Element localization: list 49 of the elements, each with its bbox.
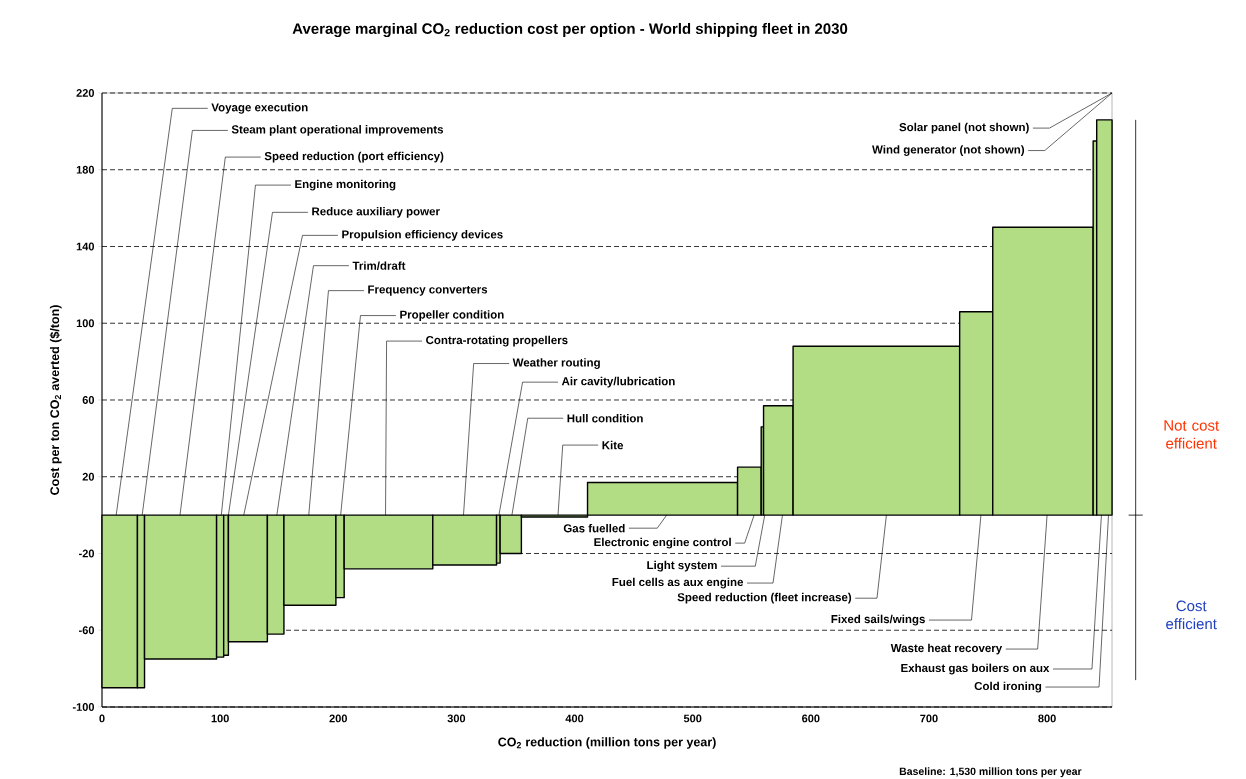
annotation: Reduce auxiliary power xyxy=(312,206,440,218)
x-tick-label: 0 xyxy=(99,714,105,723)
annotation: Engine monitoring xyxy=(295,179,396,191)
annotation: Voyage execution xyxy=(211,102,308,114)
y-tick-label: -60 xyxy=(79,626,95,635)
y-tick-label: 100 xyxy=(76,319,95,328)
annotation: Light system xyxy=(647,560,717,572)
annotation: Steam plant operational improvements xyxy=(231,125,444,136)
y-tick-label: 220 xyxy=(76,89,95,97)
annotation: Frequency converters xyxy=(368,285,488,296)
x-tick-label: 300 xyxy=(447,714,466,723)
annotation: Solar panel (not shown) xyxy=(899,122,1029,134)
y-tick-label: 140 xyxy=(76,242,95,251)
x-axis-title: CO$_{2}$ reduction (million tons per year) xyxy=(498,737,716,749)
annotation: Contra-rotating propellers xyxy=(426,335,568,347)
y-tick-label: 180 xyxy=(76,165,95,174)
annotation: Speed reduction (fleet increase) xyxy=(677,592,852,604)
annotation: Propeller condition xyxy=(400,310,504,321)
annotation: Fixed sails/wings xyxy=(831,614,925,626)
x-tick-label: 100 xyxy=(211,714,229,723)
annotation: Gas fuelled xyxy=(563,523,625,533)
y-tick-label: -20 xyxy=(79,549,95,558)
text: Not cost efficient xyxy=(1164,420,1220,449)
annotation: Propulsion efficiency devices xyxy=(342,230,503,241)
annotation: Fuel cells as aux engine xyxy=(612,577,744,589)
annotation: Kite xyxy=(602,440,624,450)
annotation: Weather routing xyxy=(512,358,600,369)
x-tick-label: 800 xyxy=(1038,714,1056,723)
text: Cost efficient xyxy=(1166,600,1217,630)
y-tick-label: -100 xyxy=(72,703,95,711)
chart-title: Average marginal CO$_{2}$ reduction cost per option - World shipping fleet in 2030 xyxy=(292,22,848,38)
annotation: Waste heat recovery xyxy=(890,643,1003,655)
annotation: Speed reduction (port efficiency) xyxy=(264,151,444,163)
annotation: Hull condition xyxy=(567,414,643,423)
x-tick-label: 500 xyxy=(683,714,702,723)
x-tick-label: 600 xyxy=(802,714,820,723)
y-axis-title: Cost per ton CO$_{2}$ averted ($/ton) xyxy=(49,305,62,495)
x-tick-label: 200 xyxy=(329,714,347,723)
annotation: Air cavity/lubrication xyxy=(561,376,675,388)
annotation: Exhaust gas boilers on aux xyxy=(901,663,1050,675)
x-tick-label: 400 xyxy=(565,714,584,723)
annotation: Trim/draft xyxy=(352,261,406,270)
annotation: Cold ironing xyxy=(974,681,1042,693)
annotation: Wind generator (not shown) xyxy=(872,145,1025,156)
x-tick-label: 700 xyxy=(920,714,938,723)
y-tick-label: 60 xyxy=(82,396,95,404)
annotation: Electronic engine control xyxy=(594,537,731,549)
text: Baseline: 1,530 million tons per year xyxy=(899,767,1082,778)
y-tick-label: 20 xyxy=(82,472,95,481)
